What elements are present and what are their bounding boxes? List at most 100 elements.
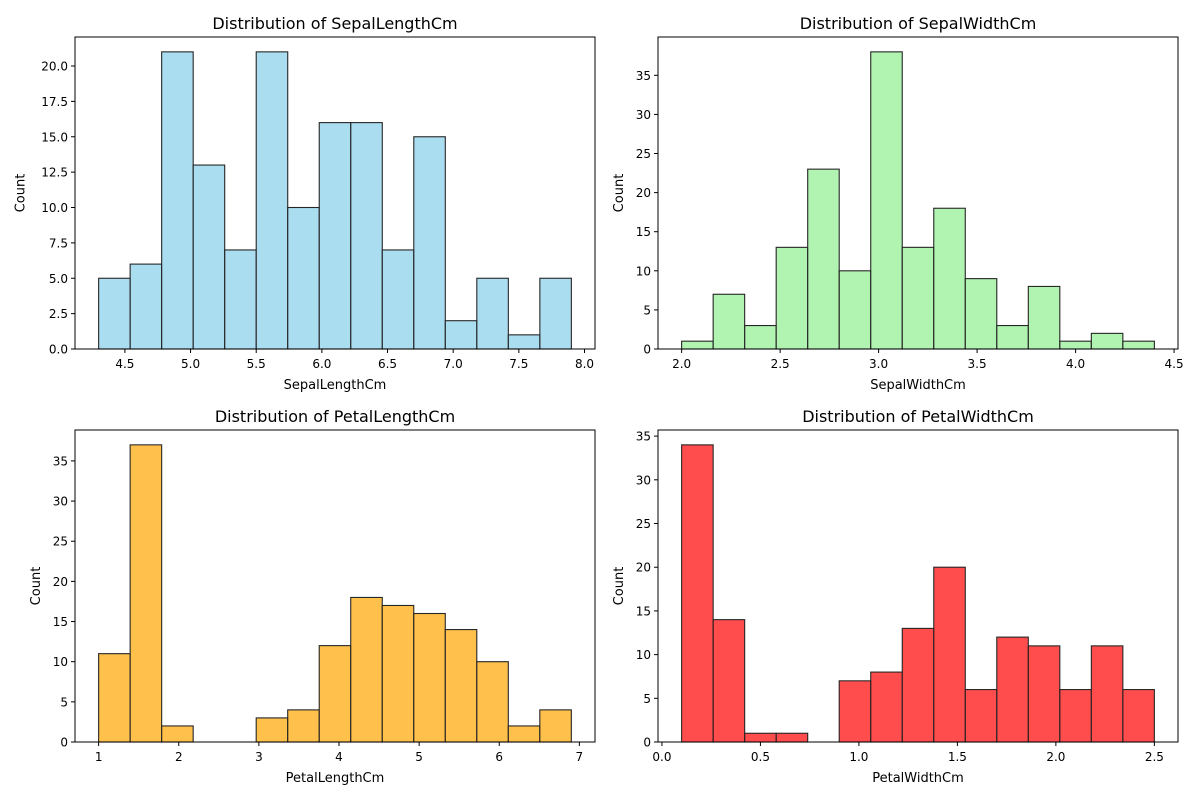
- sepal-width-bar: [870, 51, 903, 350]
- petal-width-y-tick-label: 0: [643, 736, 651, 750]
- sepal-width-x-tick-label: 4.0: [1066, 357, 1085, 371]
- sepal-width-y-tick-label: 35: [636, 69, 651, 83]
- petal-length-bar: [507, 725, 541, 743]
- petal-width-y-tick-label: 25: [636, 517, 651, 531]
- sepal-width-x-tick-label: 4.5: [1165, 357, 1184, 371]
- petal-width-x-axis-label: PetalWidthCm: [872, 771, 964, 786]
- petal-length-bar: [476, 661, 509, 743]
- sepal-length-bar: [318, 122, 352, 350]
- petal-width-y-tick-label: 10: [636, 648, 651, 662]
- sepal-width-y-tick-label: 5: [643, 303, 651, 317]
- sepal-length-bar: [507, 334, 541, 350]
- petal-width-chart-title: Distribution of PetalWidthCm: [802, 407, 1034, 426]
- petal-width-bar: [964, 689, 998, 743]
- sepal-length-bar: [413, 136, 446, 350]
- sepal-width-y-tick-label: 30: [636, 108, 651, 122]
- petal-width-bar: [744, 732, 777, 743]
- sepal-width-bar: [807, 168, 840, 350]
- sepal-length-x-tick-label: 5.5: [247, 357, 266, 371]
- petal-width-x-tick-label: 0.5: [751, 750, 770, 764]
- petal-length-x-tick-label: 2: [175, 750, 183, 764]
- petal-width-bar: [1059, 689, 1092, 743]
- petal-length-bar: [381, 604, 415, 743]
- sepal-length-x-tick-label: 6.0: [312, 357, 331, 371]
- petal-length-bar: [413, 612, 446, 743]
- petal-length-bar: [318, 645, 352, 743]
- petal-length-y-axis-label: Count: [29, 567, 44, 606]
- sepal-width-bar: [964, 278, 998, 350]
- sepal-width-bar: [933, 207, 966, 350]
- petal-width-bar: [901, 627, 935, 743]
- sepal-length-y-tick-label: 12.5: [41, 166, 68, 180]
- sepal-length-bar: [444, 320, 478, 350]
- sepal-length-bar: [255, 51, 289, 350]
- sepal-length-x-tick-label: 6.5: [378, 357, 397, 371]
- petal-length-x-tick-label: 3: [255, 750, 263, 764]
- petal-width-bar: [775, 732, 809, 743]
- petal-length-y-tick-label: 25: [53, 535, 68, 549]
- sepal-length-y-tick-label: 10.0: [41, 201, 68, 215]
- sepal-width-x-tick-label: 3.0: [869, 357, 888, 371]
- petal-length-y-tick-label: 30: [53, 495, 68, 509]
- sepal-length-y-tick-label: 7.5: [49, 236, 68, 250]
- petal-width-x-tick-label: 0.0: [652, 750, 671, 764]
- petal-width-bar: [681, 444, 714, 743]
- petal-length-y-tick-label: 5: [60, 695, 68, 709]
- sepal-length-y-tick-label: 2.5: [49, 307, 68, 321]
- sepal-width-bar: [838, 270, 872, 350]
- sepal-length-x-tick-label: 8.0: [575, 357, 594, 371]
- sepal-length-bar: [350, 122, 383, 350]
- sepal-length-x-tick-label: 4.5: [115, 357, 134, 371]
- petal-width-bar: [996, 636, 1029, 743]
- petal-length-bar: [255, 717, 289, 743]
- sepal-width-bar: [1122, 340, 1155, 350]
- sepal-length-x-tick-label: 5.0: [181, 357, 200, 371]
- sepal-length-bar: [192, 164, 226, 350]
- sepal-length-bar: [287, 206, 320, 350]
- sepal-length-x-tick-label: 7.5: [509, 357, 528, 371]
- sepal-width-chart-title: Distribution of SepalWidthCm: [800, 14, 1037, 33]
- petal-length-x-tick-label: 6: [495, 750, 503, 764]
- petal-width-y-axis-label: Count: [612, 567, 627, 606]
- petal-length-x-tick-label: 7: [576, 750, 584, 764]
- sepal-length-chart-title: Distribution of SepalLengthCm: [212, 14, 457, 33]
- sepal-width-bar: [1090, 332, 1124, 350]
- sepal-length-y-tick-label: 5.0: [49, 272, 68, 286]
- sepal-width-y-tick-label: 15: [636, 225, 651, 239]
- sepal-width-bar: [996, 324, 1029, 350]
- petal-width-bar: [712, 619, 746, 743]
- sepal-width-bar: [1059, 340, 1092, 350]
- petal-length-bar: [287, 709, 320, 743]
- sepal-width-bar: [712, 293, 746, 350]
- sepal-length-bar: [129, 263, 163, 350]
- sepal-width-bar: [744, 324, 777, 350]
- petal-length-x-tick-label: 1: [95, 750, 103, 764]
- sepal-length-bar: [224, 249, 257, 350]
- petal-width-y-tick-label: 15: [636, 604, 651, 618]
- petal-length-bar: [161, 725, 194, 743]
- petal-length-histogram: 1 2 3 4 5 6 7 0 5 10 15 20 25 30 35 Distribution of Pet…: [29, 407, 596, 786]
- petal-length-bar: [539, 709, 572, 743]
- sepal-length-y-tick-label: 0.0: [49, 343, 68, 357]
- sepal-width-x-tick-label: 2.5: [771, 357, 790, 371]
- petal-length-y-tick-label: 35: [53, 454, 68, 468]
- petal-length-x-axis-label: PetalLengthCm: [286, 771, 385, 786]
- petal-width-y-tick-label: 30: [636, 473, 651, 487]
- sepal-length-y-tick-label: 17.5: [41, 95, 68, 109]
- petal-width-axes-frame: [657, 429, 1179, 743]
- sepal-length-histogram: 4.5 5.0 5.5 6.0 6.5 7.0 7.5 8.0 0.0 2.5 5.0 7.5 10.0…: [14, 14, 596, 393]
- petal-length-y-tick-label: 0: [60, 736, 68, 750]
- petal-length-chart-title: Distribution of PetalLengthCm: [215, 407, 455, 426]
- sepal-length-axes-frame: [74, 36, 596, 350]
- petal-length-bar: [98, 653, 131, 743]
- sepal-length-x-tick-label: 7.0: [444, 357, 463, 371]
- sepal-width-y-tick-label: 10: [636, 264, 651, 278]
- petal-length-bar: [129, 444, 163, 743]
- petal-width-y-tick-label: 20: [636, 561, 651, 575]
- sepal-width-x-tick-label: 3.5: [968, 357, 987, 371]
- sepal-width-bar: [1027, 285, 1061, 350]
- petal-width-y-tick-label: 35: [636, 430, 651, 444]
- petal-length-y-tick-label: 20: [53, 575, 68, 589]
- petal-width-bar: [870, 671, 903, 743]
